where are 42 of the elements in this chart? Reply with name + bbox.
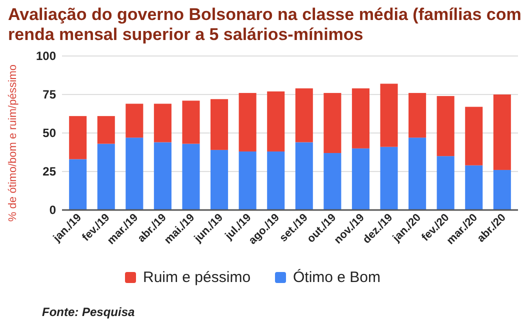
bar — [154, 104, 172, 142]
bar — [126, 138, 144, 210]
bar — [267, 91, 285, 152]
y-tick-label: 25 — [42, 164, 56, 179]
bar — [295, 142, 313, 210]
bar — [493, 170, 511, 210]
bar — [210, 99, 228, 150]
bar — [465, 165, 483, 210]
bar — [267, 151, 285, 210]
bar — [380, 84, 398, 147]
bar — [465, 106, 483, 166]
bar — [380, 146, 398, 210]
bar — [97, 144, 115, 210]
bar — [182, 144, 200, 210]
bar — [69, 116, 87, 160]
bar — [238, 92, 256, 152]
bar — [493, 94, 511, 170]
bar — [352, 148, 370, 210]
bar — [154, 142, 172, 210]
y-tick-label: 100 — [36, 49, 56, 64]
bar — [295, 88, 313, 142]
source-note: Fonte: Pesquisa — [42, 305, 136, 319]
legend-label: Ruim e péssimo — [143, 269, 251, 286]
bar — [182, 100, 200, 144]
bar — [436, 96, 454, 156]
chart-title: Avaliação do governo Bolsonaro na classe média (famílias com renda mensal superior a 5 salários-mínimos — [8, 5, 522, 44]
y-axis-title: % de ótimo/bom e ruim/péssimo — [7, 64, 19, 222]
y-tick-label: 50 — [42, 126, 56, 140]
y-tick-label: 0 — [49, 203, 56, 218]
y-tick-label: 75 — [42, 88, 56, 102]
bar — [69, 159, 87, 210]
bar — [408, 92, 426, 138]
bar — [97, 116, 115, 144]
bar — [210, 150, 228, 210]
bar — [436, 156, 454, 210]
bar — [238, 151, 256, 210]
bar — [324, 153, 342, 210]
bar — [408, 138, 426, 210]
bar — [126, 104, 144, 138]
bar — [324, 92, 342, 154]
legend-label: Ótimo e Bom — [293, 268, 381, 286]
bar — [352, 88, 370, 148]
